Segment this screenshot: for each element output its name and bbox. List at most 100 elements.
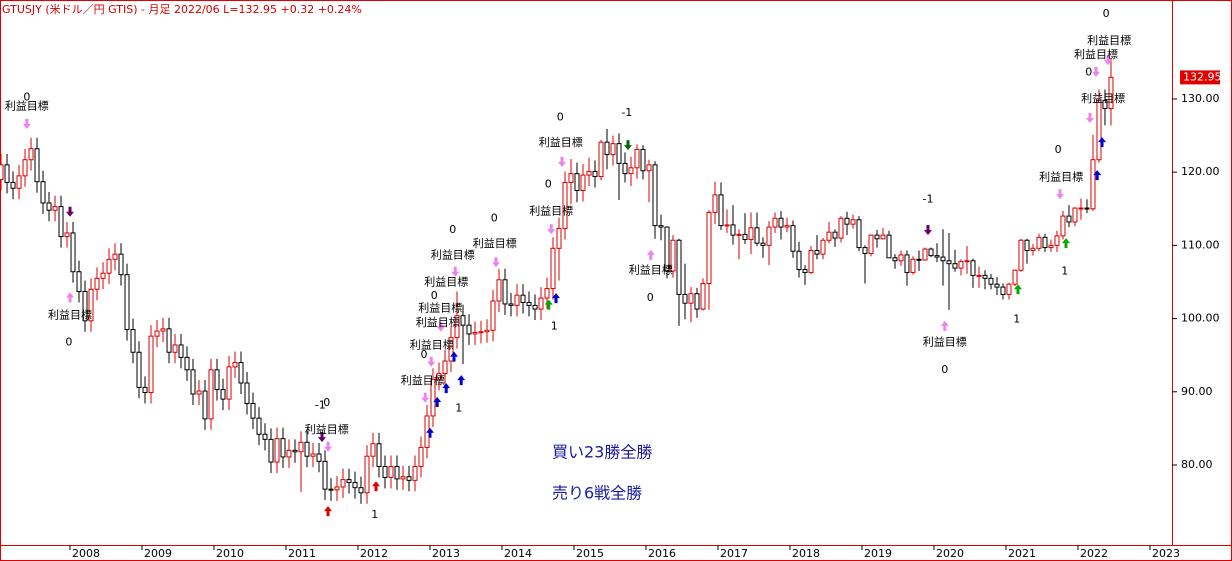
candle-body [838,217,844,239]
last-price-label: 132.95 [1183,70,1222,83]
annotation: 利益目標 [1039,169,1083,183]
candle-body [1030,247,1036,252]
candle-body [874,234,880,240]
candle-body [4,164,10,183]
candle-body [718,194,724,227]
candle-body [640,148,646,172]
candle-body [358,487,364,494]
candle-body [1048,244,1054,249]
candle-body [448,337,454,362]
candle-body [832,231,838,239]
y-tick-label: 100.00 [1181,312,1220,325]
candle-body [1006,283,1012,295]
candle-body [370,443,376,457]
candle-body [532,304,538,310]
candle-body [526,301,532,306]
candle-body [46,202,52,211]
note: 買い23勝全勝 [552,443,652,462]
annotation: 利益目標 [1081,91,1125,105]
candle-body [820,239,826,255]
candle-body [466,324,472,335]
candle-body [508,303,514,306]
annotation: 利益目標 [431,248,475,262]
annotation: 利益目標 [539,135,583,149]
annotation: 利益目標 [401,373,445,387]
candle-body [604,141,610,156]
candle-body [82,290,88,322]
candle-body [1072,207,1078,223]
signal-arrow [1055,189,1064,200]
candle-body [1042,236,1048,249]
candle-body [490,300,496,331]
annotation: 0 [647,291,654,304]
candle-body [910,258,916,273]
x-tick-label: 2019 [864,547,892,560]
annotation: 利益目標 [1074,47,1118,61]
candle-body [1012,269,1018,285]
x-tick-label: 2011 [288,547,316,560]
signal-arrow [547,224,556,235]
candle-body [1084,207,1090,210]
signal-arrow [451,266,460,277]
x-tick-label: 2014 [504,547,532,560]
signal-arrow [940,320,949,331]
candle-body [22,159,28,177]
x-tick-label: 2015 [576,547,604,560]
annotation: 0 [23,91,30,104]
candle-body [208,369,214,420]
candle-body [274,438,280,463]
candle-body [802,269,808,273]
candle-body [682,293,688,304]
candle-body [88,288,94,322]
candle-body [616,143,622,164]
x-tick-label: 2020 [936,547,964,560]
candle-body [16,175,22,189]
candle-body [364,455,370,494]
candle-body [412,465,418,481]
annotation: 1 [1013,312,1020,325]
candle-body [406,476,412,481]
candle-body [34,148,40,183]
candle-body [862,247,868,254]
candle-body [790,225,796,252]
candle-body [916,258,922,261]
candle-body [1054,235,1060,246]
candle-body [580,174,586,191]
candle-body [154,330,160,337]
candle-body [562,181,568,230]
candle-body [850,219,856,225]
candle-body [586,170,592,176]
candle-body [1066,215,1072,223]
candle-body [418,446,424,467]
candle-body [922,248,928,261]
candle-body [94,277,100,290]
annotation: 0 [557,110,564,123]
candle-body [976,274,982,277]
candle-body [1036,236,1042,249]
candle-body [538,297,544,310]
candle-body [844,217,850,225]
candle-body [574,173,580,191]
annotation: 利益目標 [418,300,462,314]
candle-body [706,211,712,284]
candle-body [334,486,340,491]
candle-body [814,250,820,255]
candle-body [556,228,562,249]
signal-arrow [66,292,75,303]
annotation: 利益目標 [424,275,468,289]
signal-arrow [646,249,655,260]
annotation: 利益目標 [305,422,349,436]
last-price-box [1180,70,1220,85]
x-tick-label: 2008 [72,547,100,560]
candle-body [172,344,178,353]
candle-body [568,173,574,183]
candle-body [442,360,448,374]
x-tick-label: 2023 [1152,547,1180,560]
signal-arrow [22,118,31,129]
candle-body [340,479,346,488]
signal-arrow [623,140,632,151]
candle-body [940,256,946,262]
annotation: 利益目標 [923,335,967,349]
candle-body [892,257,898,262]
